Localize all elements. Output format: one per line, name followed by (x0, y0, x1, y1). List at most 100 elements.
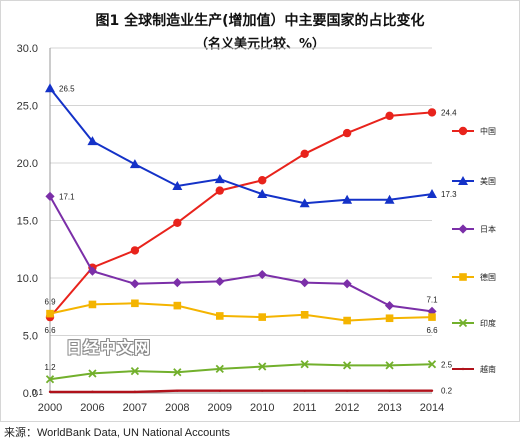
data-label: 0.2 (441, 387, 453, 396)
data-point (342, 279, 352, 289)
data-point (342, 194, 353, 204)
y-tick-label: 5.0 (23, 331, 38, 343)
x-tick-label: 2000 (38, 402, 62, 414)
data-point (427, 108, 437, 117)
data-point (130, 246, 140, 255)
y-tick-label: 30.0 (17, 43, 38, 55)
data-label: 1.2 (44, 363, 56, 372)
data-point (430, 389, 434, 392)
legend-label: 德国 (480, 272, 496, 282)
data-point (218, 389, 221, 392)
data-point (215, 276, 225, 287)
series-line (49, 363, 433, 381)
legend-item: 美国 (452, 176, 496, 186)
data-point (257, 189, 268, 199)
data-label: 26.5 (59, 84, 75, 93)
data-point (342, 361, 352, 370)
watermark: 日经中文网 (66, 338, 152, 357)
x-tick-label: 2010 (250, 402, 274, 414)
data-point (385, 314, 394, 323)
data-point (215, 312, 224, 320)
x-tick-label: 2009 (208, 402, 232, 414)
data-point (173, 368, 182, 377)
data-point (258, 176, 267, 185)
legend-label: 印度 (480, 318, 496, 328)
y-tick-label: 10.0 (17, 273, 38, 285)
data-point (458, 318, 468, 328)
data-point (388, 389, 391, 392)
data-point (87, 266, 98, 276)
data-point (385, 361, 394, 370)
line-chart: 图1 全球制造业生产(增加值）中主要国家的占比变化 （名义美元比较、%） 0.0… (17, 12, 496, 414)
x-tick-label: 2011 (293, 402, 317, 414)
data-point (215, 186, 224, 195)
legend-item: 德国 (452, 272, 496, 282)
x-tick-label: 2007 (123, 402, 147, 414)
chart-title: 图1 全球制造业生产(增加值）中主要国家的占比变化 (95, 12, 424, 29)
data-point (88, 300, 97, 309)
data-point (172, 181, 183, 190)
data-label: 24.4 (441, 108, 457, 117)
data-point (176, 389, 179, 392)
series-line (49, 111, 433, 318)
y-tick-label: 15.0 (17, 216, 38, 228)
data-label: 17.1 (59, 192, 75, 201)
data-point (261, 389, 264, 392)
data-point (133, 390, 137, 394)
legend-label: 日本 (480, 224, 496, 234)
x-tick-label: 2008 (165, 402, 189, 414)
chart-frame (0, 0, 520, 422)
data-point (129, 159, 140, 169)
data-point (48, 390, 52, 394)
y-tick-label: 20.0 (17, 158, 38, 170)
y-tick-label: 25.0 (17, 101, 38, 113)
data-point (459, 273, 467, 281)
series-line (49, 87, 433, 205)
data-point (458, 176, 468, 185)
data-point (258, 313, 267, 321)
data-point (300, 278, 310, 288)
data-point (345, 389, 349, 392)
data-point (428, 313, 436, 321)
data-label: 6.6 (44, 326, 56, 335)
axis-layer: 0.0 5.0 10.0 15.0 20.0 25.0 30.0 2000 2006 2007 20… (17, 43, 445, 414)
data-label: 7.1 (426, 295, 438, 304)
data-label: 2.5 (441, 360, 453, 369)
series-line (49, 195, 433, 313)
data-point (384, 194, 395, 204)
data-label: 6.9 (44, 298, 56, 307)
data-label: 0.1 (32, 388, 44, 397)
series-line (50, 389, 432, 394)
chart-subtitle: （名义美元比较、%） (195, 36, 325, 52)
data-point (130, 367, 140, 376)
data-point (458, 224, 468, 234)
data-point (300, 311, 309, 319)
data-label: 6.6 (426, 326, 438, 335)
data-point (384, 301, 395, 311)
data-point (342, 128, 352, 138)
data-point (257, 269, 267, 280)
data-point (173, 218, 182, 227)
data-label: 17.3 (441, 190, 457, 199)
legend-item: 越南 (452, 364, 496, 374)
data-point (427, 189, 437, 199)
data-point (87, 136, 98, 146)
data-point (300, 360, 309, 369)
data-point (214, 174, 225, 184)
data-point (45, 375, 55, 384)
data-point (300, 149, 309, 158)
data-point (130, 279, 140, 289)
x-tick-label: 2014 (420, 402, 444, 414)
legend-label: 中国 (480, 126, 496, 136)
data-point (88, 369, 97, 378)
legend-item: 日本 (452, 224, 496, 234)
data-point (343, 316, 351, 325)
legend-item: 印度 (452, 318, 496, 328)
series-line (49, 302, 433, 322)
data-point (172, 278, 182, 288)
data-point (385, 111, 394, 121)
data-point (427, 360, 437, 369)
data-label-layer: 6.6 24.4 26.5 17.3 17.1 7.1 6.9 6.6 1.2 2.5 0.1 0.2 (32, 84, 457, 397)
data-point (461, 367, 465, 371)
